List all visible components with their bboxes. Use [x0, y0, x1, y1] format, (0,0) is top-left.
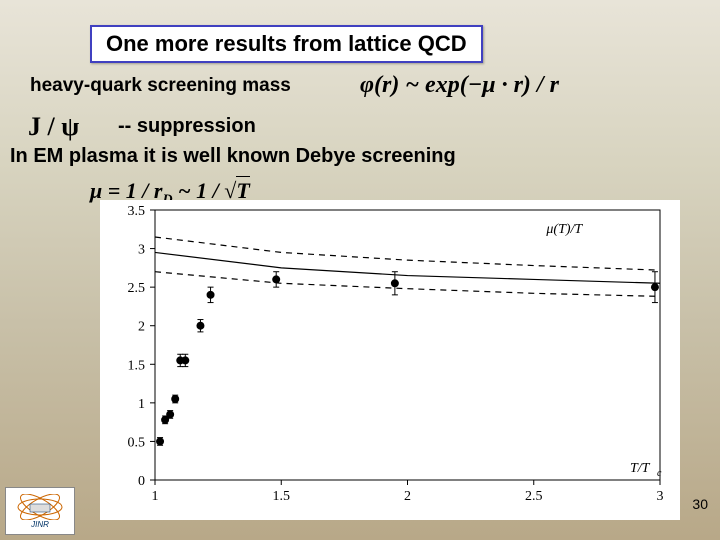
svg-text:2: 2 [404, 489, 411, 504]
page-title: One more results from lattice QCD [106, 31, 467, 56]
formula-phi: φ(r) ~ exp(−μ · r) / r [360, 72, 559, 99]
chart-svg: 1 1.5 2 2.5 3 0 0.5 1 1.5 2 2.5 3 3.5 T/T c μ(T)/T [100, 200, 680, 520]
suppression-text: -- suppression [118, 115, 256, 138]
logo-text: JINR [31, 520, 49, 529]
debye-text: In EM plasma it is well known Debye scre… [10, 145, 456, 168]
svg-text:2: 2 [138, 320, 145, 335]
svg-text:2.5: 2.5 [525, 489, 543, 504]
svg-text:3.5: 3.5 [128, 204, 146, 219]
title-box: One more results from lattice QCD [90, 25, 483, 63]
svg-text:3: 3 [657, 489, 664, 504]
logo-icon [15, 494, 65, 520]
svg-text:c: c [657, 468, 662, 479]
svg-text:1.5: 1.5 [273, 489, 291, 504]
page-number: 30 [692, 496, 708, 512]
jinr-logo: JINR [5, 487, 75, 535]
svg-text:1.5: 1.5 [128, 358, 146, 373]
svg-text:1: 1 [138, 397, 145, 412]
svg-text:T/T: T/T [630, 461, 651, 476]
svg-text:3: 3 [138, 243, 145, 258]
jpsi-symbol: J / ψ [28, 112, 79, 142]
svg-text:μ(T)/T: μ(T)/T [545, 222, 583, 237]
chart: 1 1.5 2 2.5 3 0 0.5 1 1.5 2 2.5 3 3.5 T/T c μ(T)/T [100, 200, 680, 520]
svg-text:2.5: 2.5 [128, 281, 146, 296]
svg-text:1: 1 [152, 489, 159, 504]
subtitle: heavy-quark screening mass [30, 75, 291, 97]
svg-text:0: 0 [138, 474, 145, 489]
svg-text:0.5: 0.5 [128, 435, 146, 450]
